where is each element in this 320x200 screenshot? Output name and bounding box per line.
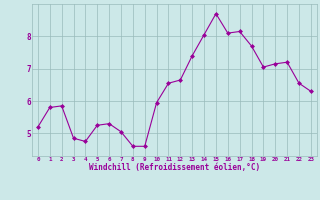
- X-axis label: Windchill (Refroidissement éolien,°C): Windchill (Refroidissement éolien,°C): [89, 163, 260, 172]
